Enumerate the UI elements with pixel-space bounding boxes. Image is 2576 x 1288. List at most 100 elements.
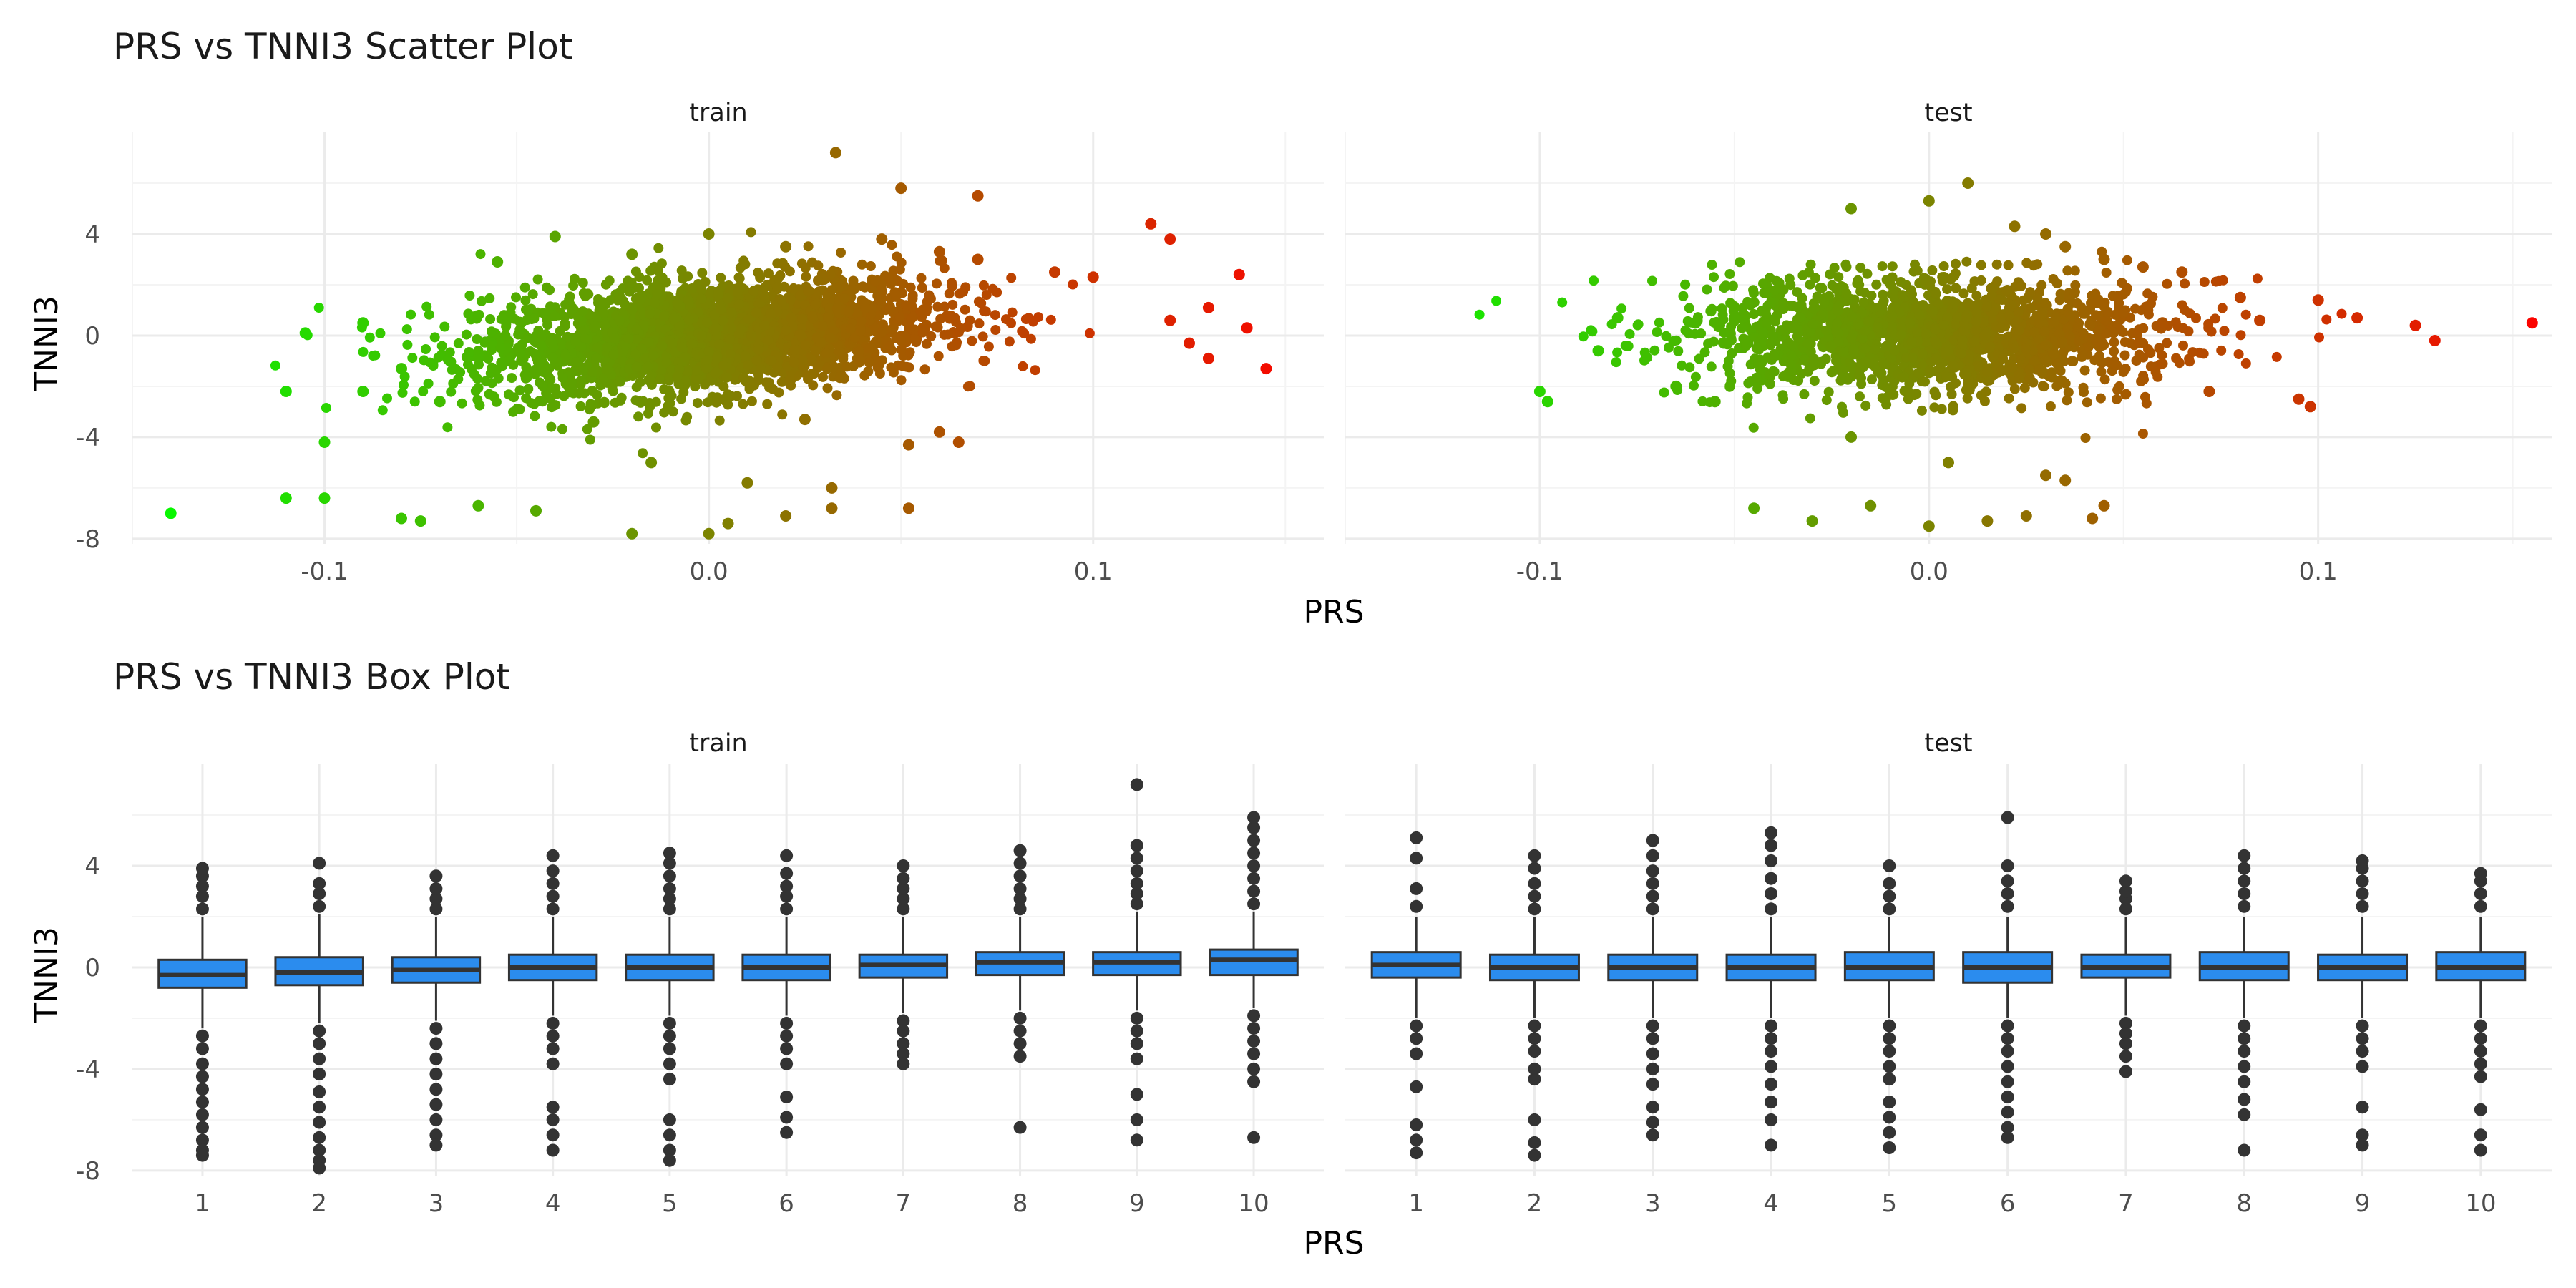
scatter-cloud-point [678,387,689,398]
scatter-cloud-point [1917,348,1928,359]
scatter-cloud-point [1877,261,1888,272]
box-outlier [546,902,560,916]
box-outlier [1130,778,1143,791]
scatter-cloud-point [1719,283,1729,293]
scatter-cloud-point [1025,333,1036,344]
box-y-label: TNNI3 [29,927,65,1023]
scatter-cloud-point [1946,389,1957,399]
scatter-cloud-point [634,272,645,283]
scatter-cloud-point [836,248,846,258]
scatter-cloud-point [547,402,557,413]
box-outlier [780,1057,794,1070]
scatter-cloud-point [1724,269,1735,279]
box-outlier [1528,889,1541,903]
scatter-cloud-point [872,362,883,373]
scatter-cloud-point [733,287,743,298]
scatter-cloud-point [980,306,991,317]
scatter-cloud-point [2314,332,2324,343]
scatter-point [2040,228,2051,240]
box-10 [1209,811,1299,1144]
box-outlier [1528,849,1541,862]
scatter-cloud-point [1831,284,1842,295]
scatter-cloud-point [1805,259,1816,270]
scatter-cloud-point [756,364,766,374]
box-outlier [1247,1022,1261,1035]
scatter-cloud-point [2065,331,2075,342]
scatter-cloud-point [2082,397,2092,408]
scatter-cloud-point [2054,295,2065,306]
scatter-cloud-point [590,321,601,331]
scatter-cloud-point [520,295,531,306]
box-outlier [1646,1128,1659,1142]
scatter-cloud-point [2037,381,2048,391]
scatter-cloud-point [888,367,899,378]
scatter-cloud-point [810,299,821,310]
scatter-cloud-point [1866,291,1877,301]
scatter-cloud-point [766,355,776,366]
scatter-cloud-point [1962,393,1973,404]
scatter-cloud-point [474,309,484,320]
scatter-cloud-point [448,378,459,389]
scatter-cloud-point [916,273,927,283]
scatter-cloud-point [824,303,835,313]
box-outlier [1883,889,1896,903]
scatter-cloud-point [894,312,905,323]
scatter-cloud-point [1727,280,1738,291]
scatter-point [722,517,734,530]
box-outlier [1247,811,1261,824]
scatter-cloud-point [1921,328,1931,339]
scatter-cloud-point [676,342,687,353]
box-outlier [1528,1062,1541,1075]
scatter-point [472,499,484,512]
scatter-cloud-point [1931,324,1941,335]
scatter-cloud-point [555,326,565,336]
box-outlier [1013,1037,1027,1050]
scatter-cloud-point [1678,291,1689,301]
box-outlier [313,1052,326,1065]
box-outlier [313,899,326,913]
scatter-cloud-point [1649,345,1660,356]
scatter-cloud-point [645,374,655,384]
scatter-cloud-point [548,342,559,353]
box-outlier [313,1068,326,1080]
scatter-cloud-point [1981,386,1991,397]
scatter-cloud-point [803,241,814,252]
scatter-cloud-point [2179,305,2190,315]
scatter-cloud-point [1807,356,1818,366]
scatter-cloud-point [614,316,625,326]
scatter-cloud-point [854,346,864,357]
scatter-cloud-point [1790,323,1800,333]
scatter-cloud-point [397,387,408,398]
scatter-cloud-point [980,356,990,366]
scatter-point [2098,499,2110,512]
box-outlier [1247,1034,1261,1048]
scatter-cloud-point [753,374,764,384]
scatter-cloud-point [1948,405,1958,416]
scatter-cloud-point [917,327,928,338]
box-outlier [1528,1073,1541,1086]
scatter-cloud-point [650,297,660,308]
scatter-cloud-point [409,396,420,407]
scatter-cloud-point [582,424,592,434]
box-outlier [1765,839,1778,852]
scatter-cloud-point [1913,368,1923,378]
scatter-cloud-point [1045,314,1056,325]
box-outlier [1646,1116,1659,1129]
scatter-cloud-point [755,273,766,283]
scatter-cloud-point [2014,373,2024,384]
scatter-cloud-point [514,348,525,358]
scatter-cloud-point [669,313,680,323]
scatter-cloud-point [2145,348,2156,358]
box-outlier [429,869,443,883]
scatter-cloud-point [860,303,871,313]
scatter-cloud-point [2233,349,2244,359]
scatter-cloud-point [2099,297,2110,308]
scatter-cloud-point [472,394,483,405]
scatter-cloud-point [1877,393,1888,404]
scatter-cloud-point [1668,336,1679,346]
scatter-cloud-point [1937,275,1948,286]
scatter-cloud-point [1785,280,1796,291]
box-panel-test: test 1 2 3 4 5 6 7 8 9 10 [1345,729,2552,1218]
scatter-cloud-point [1880,341,1891,352]
scatter-cloud-point [674,364,685,374]
